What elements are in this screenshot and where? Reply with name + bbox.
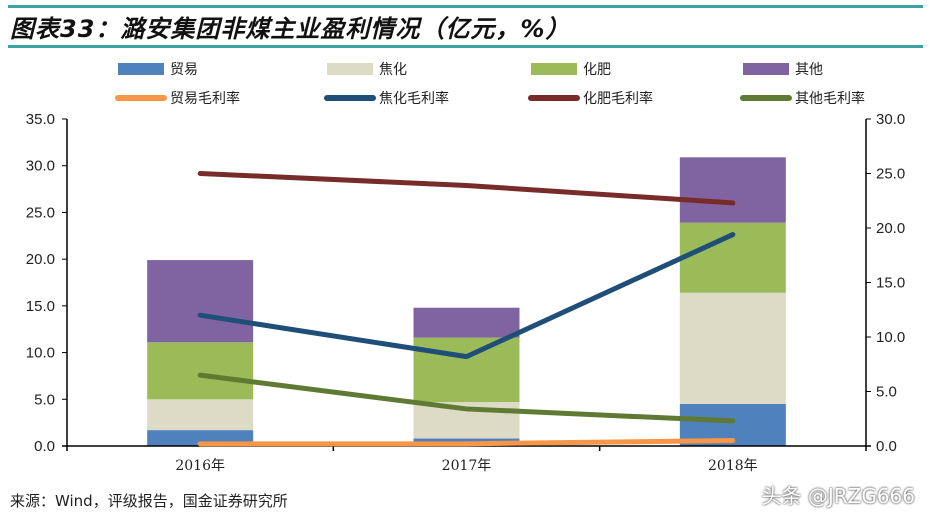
bar-3-0	[147, 260, 254, 343]
left-tick-label-0: 0.0	[34, 438, 55, 455]
legend-label-6: 化肥毛利率	[583, 90, 653, 107]
x-tick-label-0: 2016年	[175, 458, 225, 474]
right-tick-label-1: 5.0	[876, 384, 897, 401]
legend-label-2: 化肥	[583, 62, 611, 78]
top-rule	[8, 5, 923, 8]
left-tick-label-1: 5.0	[34, 391, 55, 408]
legend-swatch-3	[743, 63, 789, 75]
left-tick-label-7: 35.0	[26, 111, 55, 128]
bar-2-1	[413, 337, 520, 403]
left-tick-label-3: 15.0	[26, 298, 55, 315]
right-tick-label-3: 15.0	[876, 275, 905, 292]
legend-label-7: 其他毛利率	[795, 90, 865, 107]
legend-swatch-1	[327, 63, 373, 75]
legend-swatch-2	[531, 63, 577, 75]
legend-label-4: 贸易毛利率	[170, 90, 240, 107]
watermark: 头条 @JRZG666	[761, 484, 915, 508]
bar-3-1	[413, 307, 520, 338]
x-tick-label-1: 2017年	[442, 458, 492, 474]
title-rule	[8, 45, 923, 48]
left-tick-label-2: 10.0	[26, 345, 55, 362]
left-tick-label-5: 25.0	[26, 204, 55, 221]
bar-2-0	[147, 342, 254, 400]
right-tick-label-6: 30.0	[876, 111, 905, 128]
right-tick-label-5: 25.0	[876, 166, 905, 183]
right-tick-label-0: 0.0	[876, 438, 897, 455]
left-tick-label-6: 30.0	[26, 158, 55, 175]
line-series-2	[197, 171, 736, 206]
legend-label-5: 焦化毛利率	[379, 90, 449, 107]
legend-label-1: 焦化	[379, 62, 407, 78]
legend-label-0: 贸易	[170, 62, 198, 78]
x-tick-label-2: 2018年	[708, 458, 758, 474]
legend-label-3: 其他	[795, 62, 823, 78]
legend-swatch-0	[118, 63, 164, 75]
chart-title: 图表33：潞安集团非煤主业盈利情况（亿元，%）	[10, 15, 571, 43]
source-note: 来源：Wind，评级报告，国金证券研究所	[10, 492, 288, 510]
right-tick-label-4: 20.0	[876, 220, 905, 237]
bar-1-2	[679, 292, 786, 404]
right-tick-label-2: 10.0	[876, 329, 905, 346]
left-tick-label-4: 20.0	[26, 251, 55, 268]
bar-1-0	[147, 399, 254, 431]
bar-3-2	[679, 157, 786, 223]
